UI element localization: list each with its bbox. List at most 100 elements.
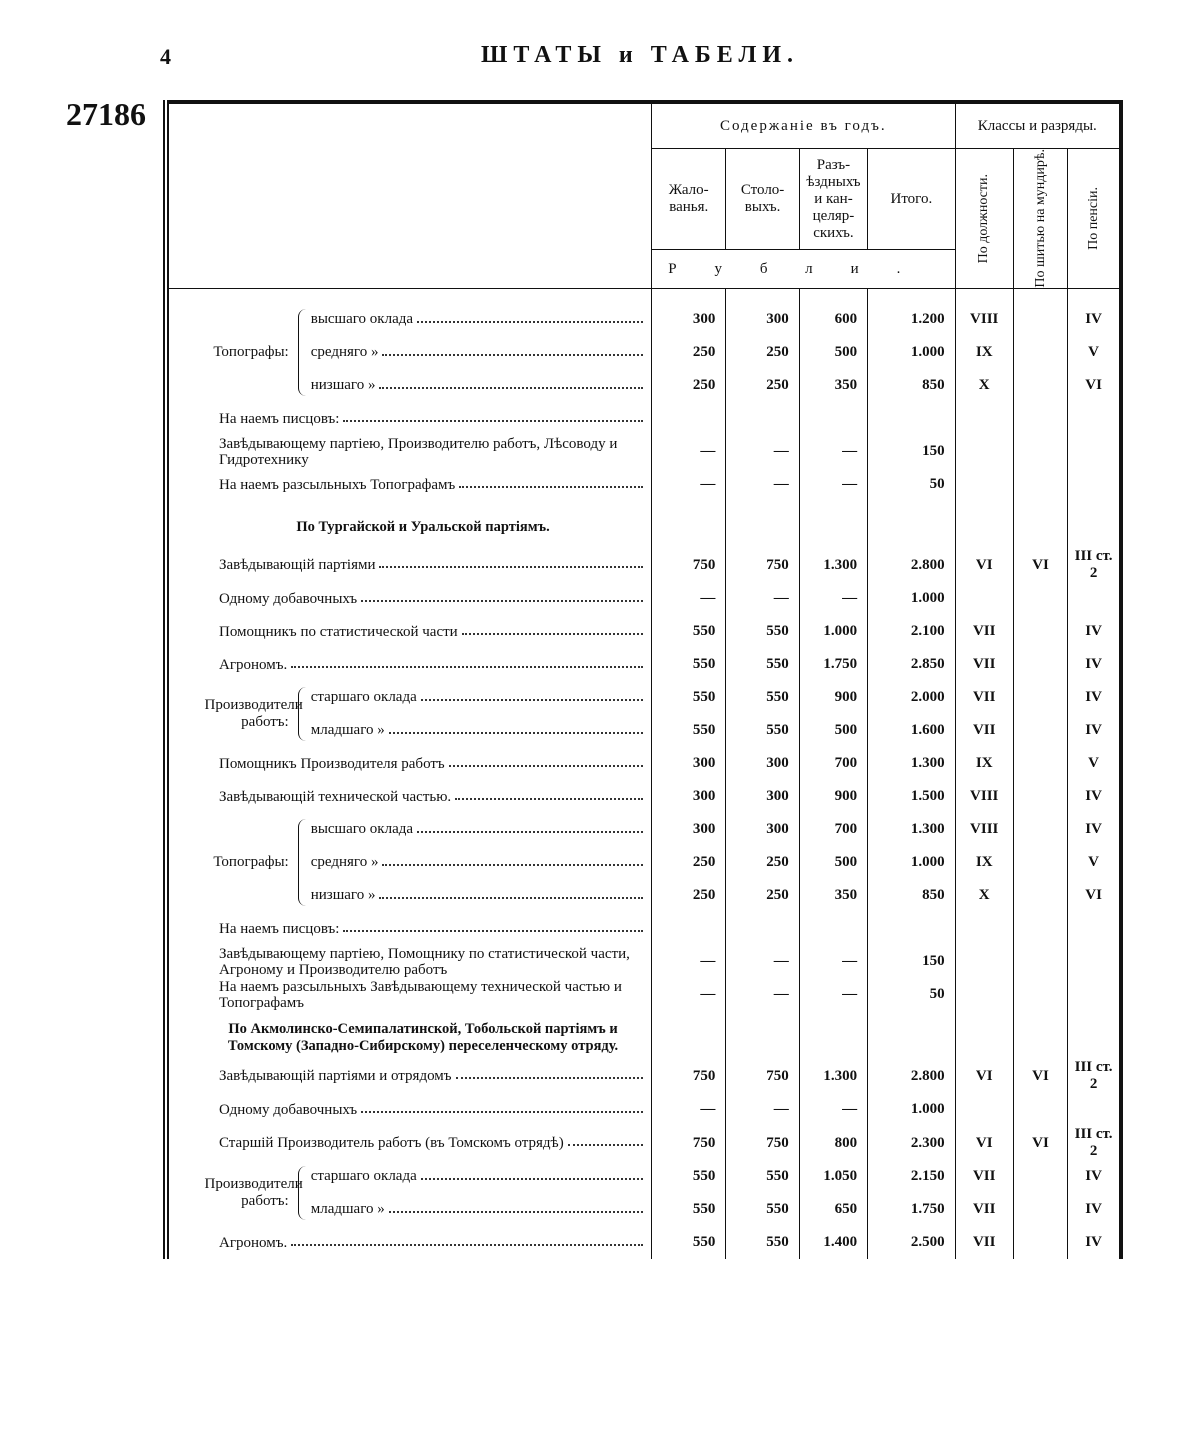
- cell: 300: [725, 303, 800, 336]
- row-label: младшаго »: [307, 714, 652, 747]
- dot-leader: [417, 831, 644, 833]
- cell: 1.600: [867, 714, 956, 747]
- dot-leader: [567, 1144, 644, 1146]
- row-label: На наемъ писцовъ:: [166, 912, 652, 945]
- row-label: Помощникъ Производителя работъ: [166, 747, 652, 780]
- cell: [954, 1011, 1014, 1059]
- cell: 500: [798, 336, 868, 369]
- cell: IV: [1067, 813, 1121, 846]
- cell: 1.750: [867, 1193, 956, 1226]
- cell: [1012, 582, 1068, 615]
- cell: VII: [954, 648, 1014, 681]
- label-text: Завѣдывающій партіями и отрядомъ: [219, 1068, 452, 1084]
- cell: VI: [954, 1059, 1014, 1093]
- cell: IX: [954, 846, 1014, 879]
- cell: 2.500: [867, 1226, 956, 1259]
- group-label: Топографы:: [166, 303, 307, 402]
- cell: [798, 1011, 868, 1059]
- cell: 550: [725, 1226, 800, 1259]
- cell: 800: [798, 1126, 868, 1160]
- cell: [798, 501, 868, 548]
- label-text: низшаго »: [310, 377, 376, 393]
- label-text: На наемъ писцовъ:: [219, 920, 340, 937]
- label-wrap: Одному добавочныхъ: [219, 1102, 647, 1118]
- row-label: Завѣдывающему партіею, Помощнику по стат…: [166, 945, 652, 978]
- page-title: ШТАТЫ и ТАБЕЛИ.: [480, 42, 800, 68]
- cell: VI: [1012, 1126, 1068, 1160]
- cell: [1067, 468, 1121, 501]
- unit: Рубли.: [651, 249, 956, 289]
- section-row: По Тургайской и Уральской партіямъ.: [166, 501, 1121, 548]
- dot-leader: [420, 699, 644, 701]
- cell: [954, 468, 1014, 501]
- cell: —: [798, 978, 868, 1011]
- cell: 750: [725, 1059, 800, 1093]
- cell: [867, 402, 956, 435]
- cell: 550: [725, 681, 800, 714]
- label-text: высшаго оклада: [310, 311, 414, 327]
- cell: 750: [725, 1126, 800, 1160]
- group-label: Топографы:: [166, 813, 307, 912]
- row-label: Агрономъ.: [166, 1226, 652, 1259]
- cell: 150: [867, 945, 956, 978]
- row-label: старшаго оклада: [307, 681, 652, 714]
- cell: 300: [725, 780, 800, 813]
- cell: [1012, 1093, 1068, 1126]
- cell: —: [725, 945, 800, 978]
- cell: [1067, 1093, 1121, 1126]
- cell: 250: [725, 336, 800, 369]
- cell: [1012, 780, 1068, 813]
- label-text: Одному добавочныхъ: [219, 590, 358, 607]
- cell: [1067, 945, 1121, 978]
- cell: [725, 501, 800, 548]
- section-heading: По Акмолинско-Семипалатинской, Тобольско…: [227, 1021, 619, 1054]
- label-wrap: Помощникъ по статистической части: [219, 624, 647, 640]
- brace: [297, 687, 307, 741]
- dot-leader: [420, 1178, 644, 1180]
- data-row: Агрономъ. 550 550 1.400 2.500 VII IV: [166, 1226, 1121, 1259]
- label-wrap: низшаго »: [311, 377, 647, 394]
- cell: 2.850: [867, 648, 956, 681]
- cell: —: [651, 945, 726, 978]
- doc-number: 27186: [66, 96, 146, 132]
- cell: [1067, 1011, 1121, 1059]
- label-wrap: На наемъ писцовъ:: [219, 921, 647, 937]
- cell: 750: [651, 1059, 726, 1093]
- cell: [651, 501, 726, 548]
- cell: 550: [725, 615, 800, 648]
- cell: [1012, 336, 1068, 369]
- cell: 300: [651, 747, 726, 780]
- data-row: Помощникъ по статистической части 550 550 1…: [166, 615, 1121, 648]
- cell: [1067, 402, 1121, 435]
- data-row: низшаго » 250 250 350 850 X VI: [166, 369, 1121, 402]
- cell: 250: [651, 879, 726, 912]
- cell: [867, 912, 956, 945]
- cell: 550: [725, 648, 800, 681]
- cell: [798, 912, 868, 945]
- label-text: Помощникъ Производителя работъ: [219, 755, 445, 772]
- section-row: По Акмолинско-Семипалатинской, Тобольско…: [166, 1011, 1121, 1059]
- cell: [954, 945, 1014, 978]
- row-label: Помощникъ по статистической части: [166, 615, 652, 648]
- cell: [1012, 303, 1068, 336]
- cell: 500: [798, 846, 868, 879]
- spacer: [954, 288, 1014, 303]
- cell: III ст. 2: [1067, 548, 1121, 582]
- data-row: младшаго » 550 550 500 1.600 VII IV: [166, 714, 1121, 747]
- cell: [954, 501, 1014, 548]
- cell: 550: [651, 1160, 726, 1193]
- data-row: низшаго » 250 250 350 850 X VI: [166, 879, 1121, 912]
- cell: [1012, 879, 1068, 912]
- cell: IV: [1067, 714, 1121, 747]
- cell: III ст. 2: [1067, 1059, 1121, 1093]
- cell: 750: [725, 548, 800, 582]
- label-wrap: На наемъ писцовъ:: [219, 411, 647, 427]
- data-row: Завѣдывающему партіею, Помощнику по стат…: [166, 945, 1121, 978]
- label-text: низшаго »: [310, 887, 376, 903]
- cell: 550: [725, 1193, 800, 1226]
- label-text: Завѣдывающему партіею, Помощнику по стат…: [219, 945, 630, 978]
- dot-leader: [417, 321, 644, 323]
- label-wrap: средняго »: [311, 344, 647, 361]
- label-text: Завѣдывающему партіею, Производителю раб…: [219, 435, 618, 468]
- header-row: Рубли.: [166, 249, 1121, 289]
